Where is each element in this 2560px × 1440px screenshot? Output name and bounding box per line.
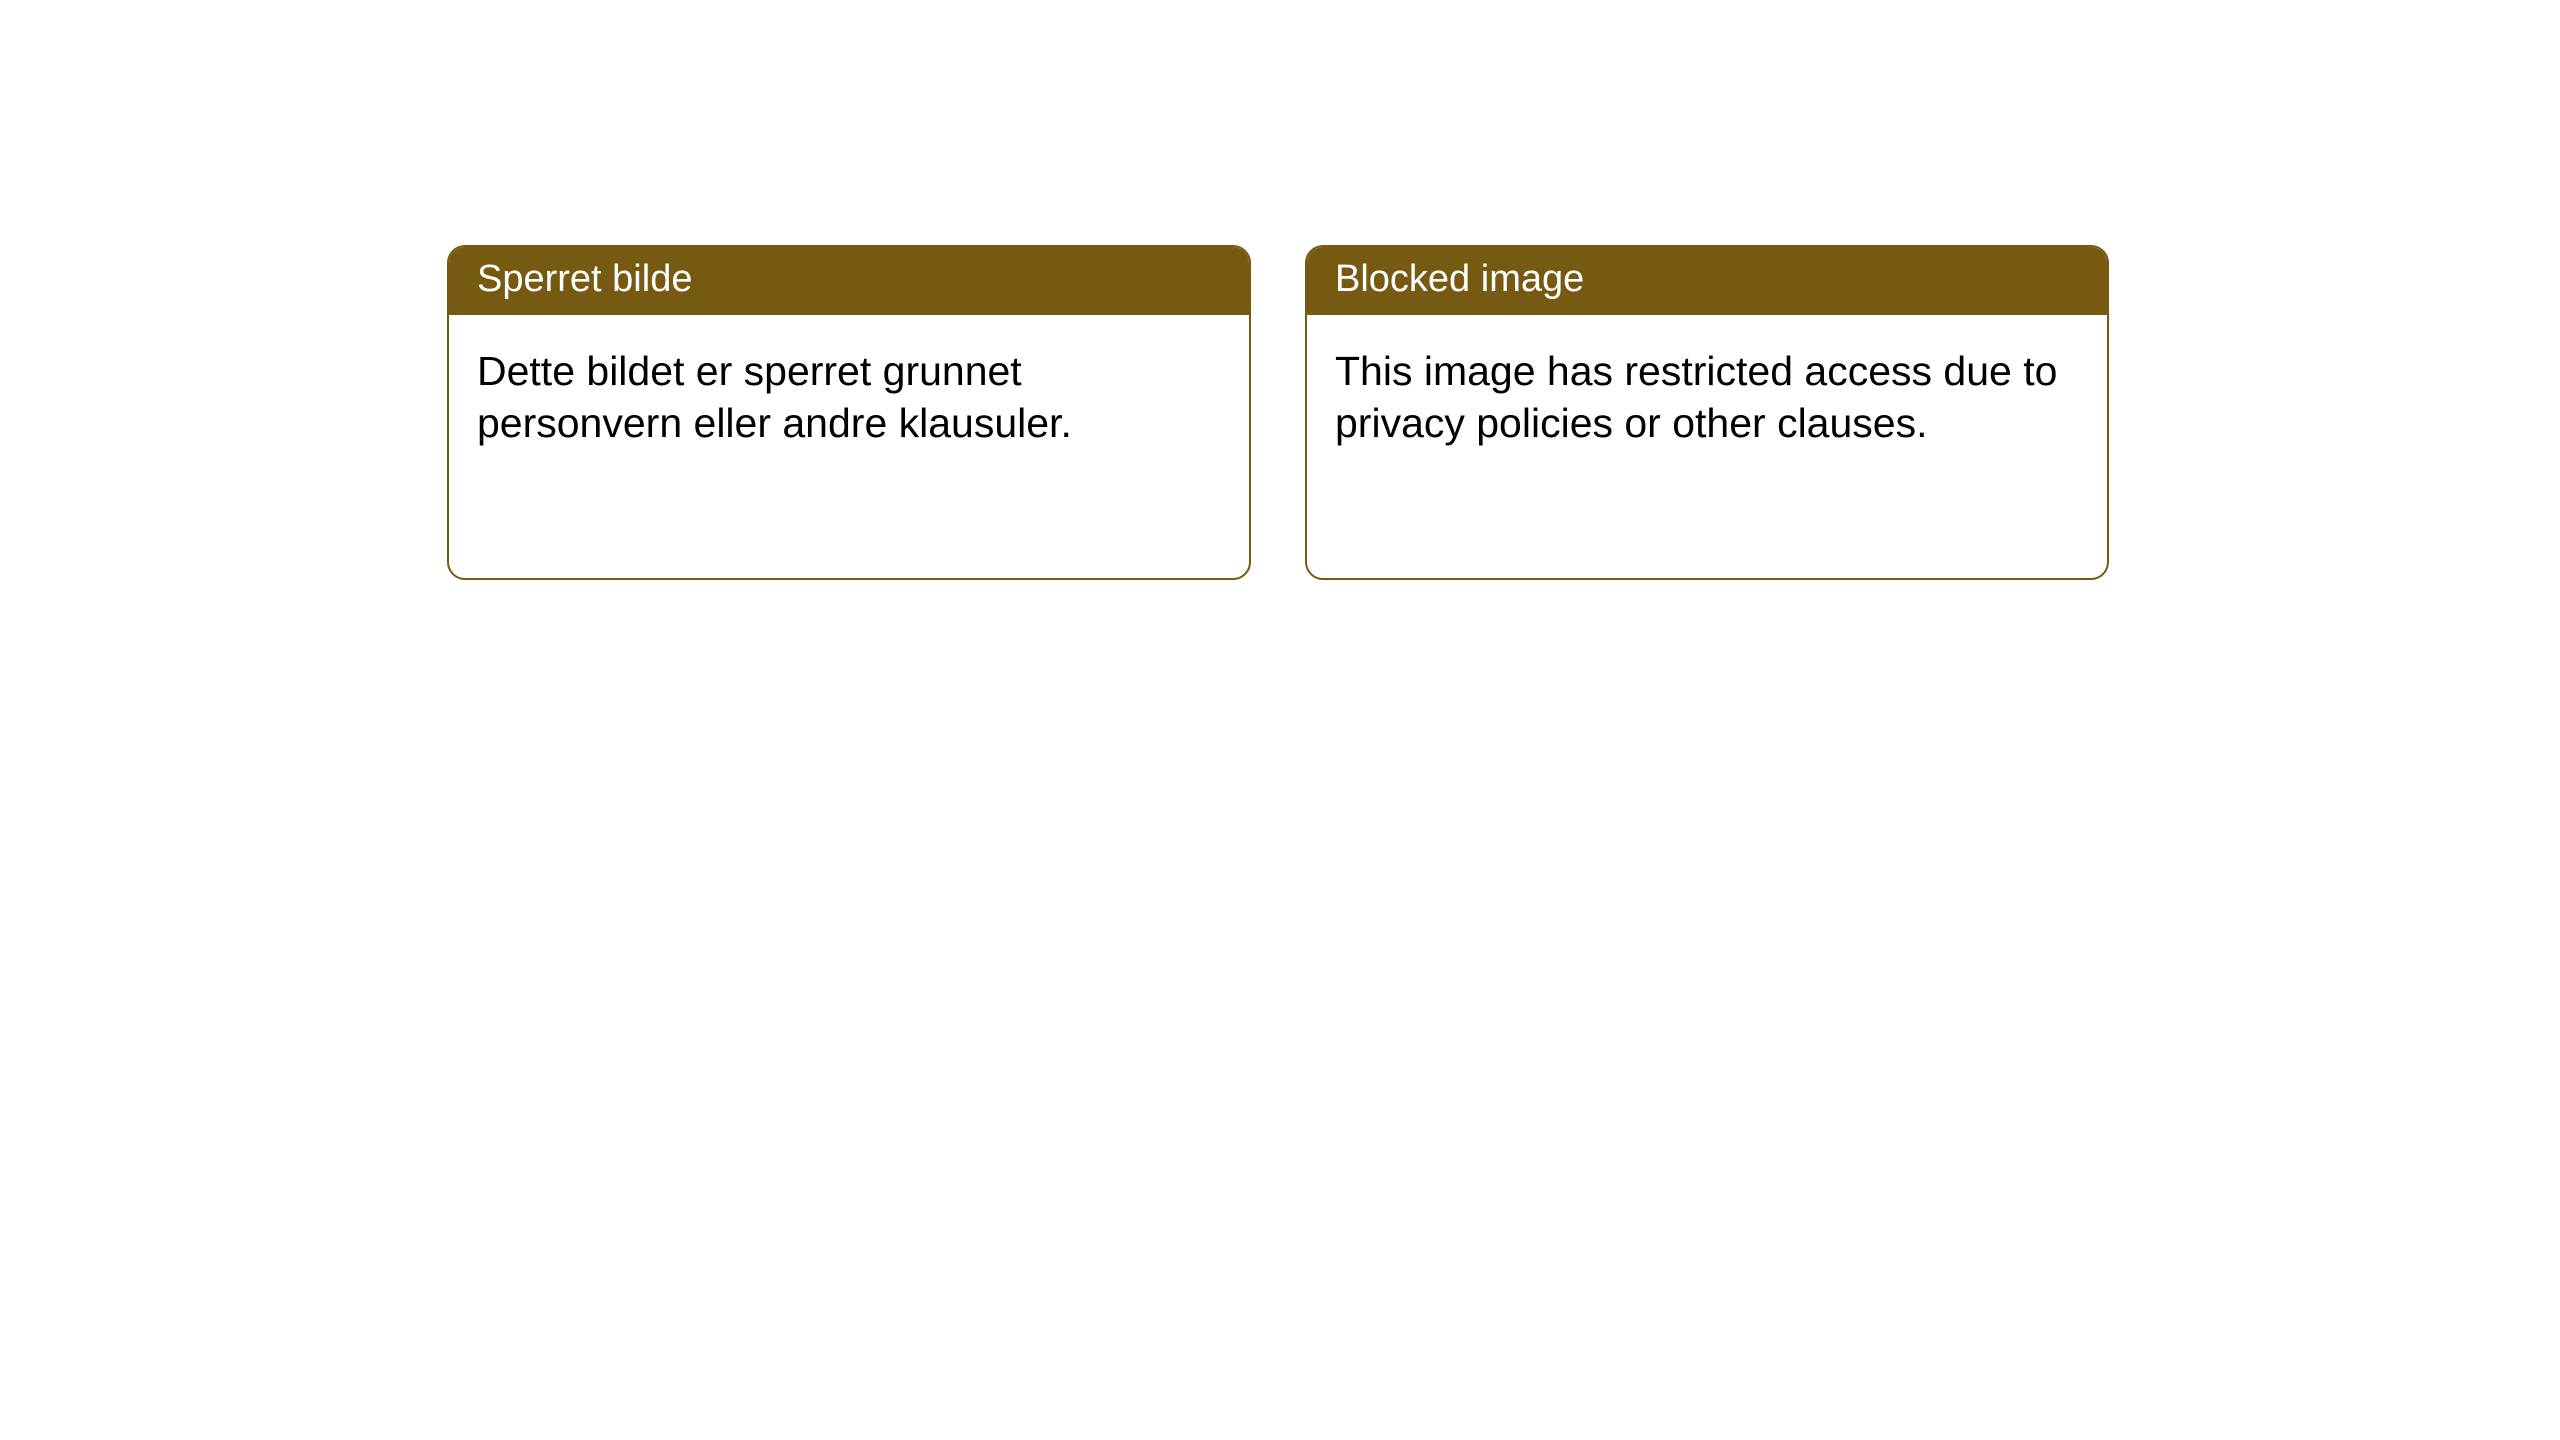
notice-container: Sperret bilde Dette bildet er sperret gr…: [0, 0, 2560, 580]
notice-header: Blocked image: [1307, 247, 2107, 315]
notice-header: Sperret bilde: [449, 247, 1249, 315]
notice-card-norwegian: Sperret bilde Dette bildet er sperret gr…: [447, 245, 1251, 580]
notice-card-english: Blocked image This image has restricted …: [1305, 245, 2109, 580]
notice-body: This image has restricted access due to …: [1307, 315, 2107, 578]
notice-body: Dette bildet er sperret grunnet personve…: [449, 315, 1249, 578]
